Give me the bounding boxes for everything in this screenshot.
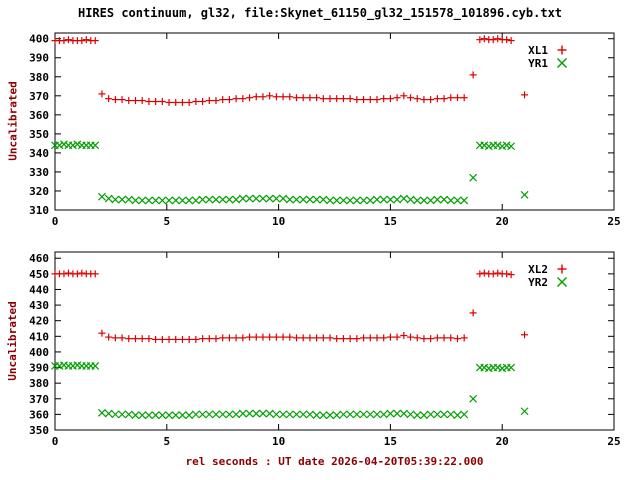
x-tick-label: 20	[496, 435, 509, 448]
y-tick-label: 390	[29, 52, 49, 65]
x-tick-label: 10	[272, 215, 285, 228]
legend-label-YR2: YR2	[528, 276, 548, 289]
y-tick-label: 400	[29, 33, 49, 46]
y-tick-label: 460	[29, 252, 49, 265]
x-tick-label: 5	[163, 215, 170, 228]
series-YR1-points	[51, 140, 529, 205]
y-tick-label: 380	[29, 71, 49, 84]
legend-label-YR1: YR1	[528, 57, 548, 70]
y-tick-label: 450	[29, 268, 49, 281]
y-tick-label: 340	[29, 147, 49, 160]
y-tick-label: 350	[29, 128, 49, 141]
y-tick-label: 420	[29, 315, 49, 328]
panel-2: 0 5 10 15 20 25 350 360 370 380 390 400 410 420 430 440…	[29, 251, 621, 448]
y-tick-label: 400	[29, 346, 49, 359]
x-tick-label: 15	[384, 435, 397, 448]
y-tick-label: 440	[29, 283, 49, 296]
y-axis-label-top: Uncalibrated	[6, 81, 20, 161]
y-tick-label: 330	[29, 166, 49, 179]
series-XL2-points	[51, 269, 529, 343]
chart-title: HIRES continuum, gl32, file:Skynet_61150…	[77, 6, 563, 20]
y-tick-label: 350	[29, 424, 49, 437]
plot-border	[54, 32, 615, 211]
panel-1: 0 5 10 15 20 25 310 320 330 340 350 360 370 380 390 400…	[29, 32, 621, 228]
x-tick-label: 5	[163, 435, 170, 448]
x-tick-label: 20	[496, 215, 509, 228]
legend-marker-YR1	[557, 58, 567, 68]
legend-marker-XL2	[557, 264, 567, 274]
y-tick-label: 370	[29, 393, 49, 406]
y-tick-label: 310	[29, 204, 49, 217]
legend-marker-YR2	[557, 277, 567, 287]
y-tick-label: 370	[29, 90, 49, 103]
series-XL1-points	[51, 35, 529, 106]
x-tick-label: 25	[607, 215, 620, 228]
legend-marker-XL1	[557, 45, 567, 55]
y-tick-label: 380	[29, 377, 49, 390]
x-axis-label: rel seconds : UT date 2026-04-20T05:39:2…	[185, 455, 484, 468]
series-YR2-points	[51, 361, 529, 420]
y-tick-label: 360	[29, 109, 49, 122]
legend-label-XL2: XL2	[528, 263, 548, 276]
y-tick-label: 430	[29, 299, 49, 312]
x-tick-label: 15	[384, 215, 397, 228]
legend-label-XL1: XL1	[528, 44, 548, 57]
x-tick-label: 0	[52, 435, 59, 448]
y-tick-label: 360	[29, 408, 49, 421]
plot-border	[54, 251, 615, 431]
y-tick-label: 390	[29, 362, 49, 375]
x-tick-label: 10	[272, 435, 285, 448]
x-tick-label: 25	[607, 435, 620, 448]
y-tick-label: 410	[29, 330, 49, 343]
y-tick-label: 320	[29, 185, 49, 198]
y-axis-label-bottom: Uncalibrated	[6, 301, 19, 381]
x-tick-label: 0	[52, 215, 59, 228]
